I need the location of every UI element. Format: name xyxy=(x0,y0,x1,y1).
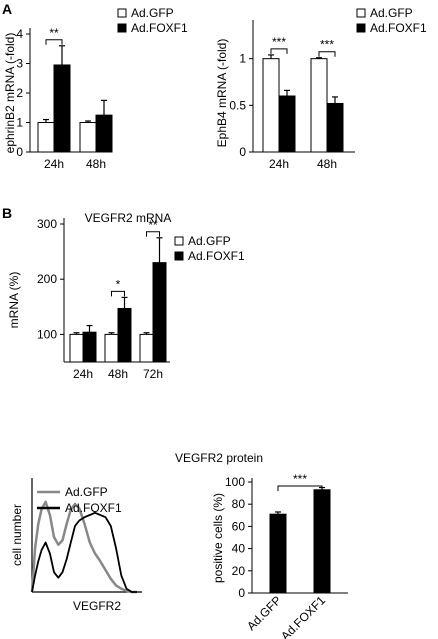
significance-label: *** xyxy=(320,38,334,52)
legend-swatch xyxy=(356,8,366,18)
y-axis-title: cell number xyxy=(10,504,24,566)
x-tick-label: 72h xyxy=(143,367,163,381)
bar xyxy=(269,513,287,594)
significance-label: *** xyxy=(272,35,286,49)
x-tick-label: 24h xyxy=(269,157,289,171)
x-tick-label: 48h xyxy=(108,367,128,381)
significance-bracket xyxy=(277,485,323,491)
y-tick-label: 60 xyxy=(232,519,246,533)
y-tick-label: 3 xyxy=(16,57,23,71)
histogram-line xyxy=(31,511,137,593)
significance-bracket xyxy=(111,290,125,297)
significance-label: ** xyxy=(148,218,158,232)
histogram-line xyxy=(30,500,137,594)
legend-label: Ad.FOXF1 xyxy=(370,21,427,35)
x-tick-label: Ad.GFP xyxy=(244,593,284,633)
legend-label: Ad.GFP xyxy=(188,234,231,248)
panel-b-label: B xyxy=(2,205,12,221)
y-axis-title: mRNA (%) xyxy=(7,272,21,329)
bar xyxy=(79,122,97,153)
significance-bracket xyxy=(45,39,63,45)
y-tick-label: 0.5 xyxy=(229,98,246,112)
y-tick-label: 40 xyxy=(232,542,246,556)
x-tick-label: 24h xyxy=(73,367,93,381)
legend-label: Ad.GFP xyxy=(131,6,174,20)
x-tick-label: Ad.FOXF1 xyxy=(278,593,328,639)
y-tick-label: 1 xyxy=(239,52,246,66)
y-tick-label: 4 xyxy=(16,27,23,41)
legend-label: Ad.FOXF1 xyxy=(131,21,188,35)
legend-swatch xyxy=(356,23,366,33)
bar xyxy=(278,95,296,153)
significance-label: * xyxy=(116,277,121,291)
y-axis-title: ephrinB2 mRNA (-fold) xyxy=(3,33,17,154)
bar xyxy=(95,114,113,153)
y-tick-label: 80 xyxy=(232,497,246,511)
bar xyxy=(69,333,84,363)
y-tick-label: 0 xyxy=(16,145,23,159)
legend-swatch xyxy=(174,251,184,261)
significance-label: ** xyxy=(49,26,59,40)
legend-label: Ad.GFP xyxy=(65,485,108,499)
chart-title: VEGFR2 protein xyxy=(175,451,263,465)
y-axis-title: positive cells (%) xyxy=(211,493,225,583)
x-axis-title: VEGFR2 xyxy=(73,599,121,613)
significance-bracket xyxy=(318,51,336,57)
y-tick-label: 20 xyxy=(232,564,246,578)
bar xyxy=(310,58,328,153)
chart-title: VEGFR2 mRNA xyxy=(85,211,172,225)
bar xyxy=(262,58,280,153)
y-axis-title: EphB4 mRNA (-fold) xyxy=(215,39,229,148)
bar xyxy=(104,333,119,363)
bar xyxy=(117,307,132,363)
significance-bracket xyxy=(270,48,288,54)
y-tick-label: 2 xyxy=(16,86,23,100)
x-tick-label: 48h xyxy=(317,157,337,171)
bar xyxy=(152,262,167,363)
bar xyxy=(82,331,97,363)
x-tick-label: 48h xyxy=(86,157,106,171)
significance-label: *** xyxy=(293,472,307,486)
legend-swatch xyxy=(117,23,127,33)
y-tick-label: 100 xyxy=(225,475,245,489)
legend-label: Ad.GFP xyxy=(370,6,413,20)
bar xyxy=(313,489,331,594)
legend-label: Ad.FOXF1 xyxy=(65,501,122,515)
panel-a-label: A xyxy=(2,1,12,17)
legend-swatch xyxy=(174,236,184,246)
bar xyxy=(53,64,71,153)
vegfr2-flow-histogram: VEGFR2 protein cell number VEGFR2 Ad.GFP Ad.… xyxy=(10,451,263,613)
y-tick-label: 0 xyxy=(239,145,246,159)
bar xyxy=(37,122,55,153)
significance-bracket xyxy=(146,231,160,237)
x-tick-label: 24h xyxy=(44,157,64,171)
ephb4-chart: 0 0.5 1 EphB4 mRNA (-fold) 24h 48h *** *** Ad.GF… xyxy=(215,6,427,171)
y-tick-label: 0 xyxy=(238,586,245,600)
bar xyxy=(326,102,344,153)
y-tick-label: 100 xyxy=(37,327,57,341)
legend-swatch xyxy=(117,8,127,18)
y-tick-label: 300 xyxy=(37,217,57,231)
y-tick-label: 200 xyxy=(37,272,57,286)
y-tick-label: 1 xyxy=(16,116,23,130)
legend-label: Ad.FOXF1 xyxy=(188,249,245,263)
bar xyxy=(139,333,154,363)
